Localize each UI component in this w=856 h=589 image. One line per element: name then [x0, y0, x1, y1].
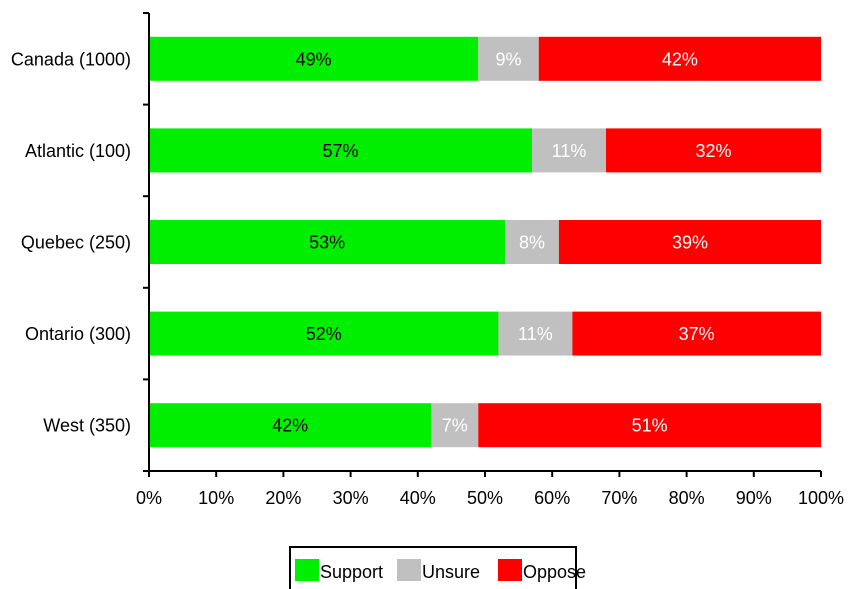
category-label-atlantic-100: Atlantic (100) — [25, 141, 131, 161]
labels-layer: 49% 9% 42% Canada (1000) 57% 11% 32% Atlantic (… — [11, 49, 844, 508]
bar-support-ontario-300 — [149, 311, 499, 356]
data-label-support-quebec-250: 53% — [309, 233, 345, 253]
bar-oppose-ontario-300 — [572, 311, 821, 356]
x-tick-label: 10% — [198, 488, 234, 508]
bar-unsure-canada-1000 — [478, 36, 539, 81]
data-label-oppose-ontario-300: 37% — [679, 324, 715, 344]
x-tick-label: 80% — [669, 488, 705, 508]
data-label-unsure-canada-1000: 9% — [496, 49, 522, 69]
bar-unsure-atlantic-100 — [532, 128, 606, 173]
legend-label-oppose: Oppose — [523, 562, 586, 582]
bar-support-atlantic-100 — [149, 128, 533, 173]
x-tick-label: 60% — [534, 488, 570, 508]
bar-support-west-350 — [149, 403, 432, 448]
x-tick-label: 20% — [265, 488, 301, 508]
x-tick-label: 40% — [400, 488, 436, 508]
x-tick-label: 30% — [333, 488, 369, 508]
bar-unsure-west-350 — [431, 403, 479, 448]
x-tick-label: 90% — [736, 488, 772, 508]
bar-oppose-atlantic-100 — [605, 128, 821, 173]
data-label-oppose-atlantic-100: 32% — [695, 141, 731, 161]
bar-unsure-ontario-300 — [498, 311, 573, 356]
data-label-oppose-quebec-250: 39% — [672, 233, 708, 253]
bar-support-canada-1000 — [149, 36, 479, 81]
data-label-support-west-350: 42% — [272, 416, 308, 436]
data-label-oppose-west-350: 51% — [632, 416, 668, 436]
data-label-unsure-west-350: 7% — [442, 416, 468, 436]
data-label-unsure-ontario-300: 11% — [518, 324, 553, 344]
bar-oppose-west-350 — [478, 403, 821, 448]
bar-support-quebec-250 — [149, 220, 506, 264]
category-label-quebec-250: Quebec (250) — [21, 233, 131, 253]
bar-oppose-quebec-250 — [558, 220, 821, 264]
legend-swatch-support — [295, 559, 319, 581]
legend-label-support: Support — [320, 562, 383, 582]
data-label-unsure-atlantic-100: 11% — [552, 141, 587, 161]
data-label-support-atlantic-100: 57% — [323, 141, 359, 161]
legend: Support Unsure Oppose — [289, 546, 586, 589]
legend-label-unsure: Unsure — [422, 562, 480, 582]
legend-swatch-oppose — [498, 559, 522, 581]
legend-swatch-unsure — [397, 559, 421, 581]
category-label-canada-1000: Canada (1000) — [11, 49, 131, 69]
category-label-west-350: West (350) — [43, 416, 131, 436]
data-label-support-ontario-300: 52% — [306, 324, 342, 344]
x-tick-label: 0% — [136, 488, 162, 508]
x-tick-label: 70% — [601, 488, 637, 508]
legend-frame — [289, 546, 577, 589]
bars-layer — [149, 36, 821, 448]
bar-unsure-quebec-250 — [505, 220, 559, 264]
x-tick-label: 100% — [798, 488, 844, 508]
axes-layer — [143, 12, 822, 477]
data-label-oppose-canada-1000: 42% — [662, 49, 698, 69]
data-label-unsure-quebec-250: 8% — [519, 233, 545, 253]
data-label-support-canada-1000: 49% — [296, 49, 332, 69]
x-tick-label: 50% — [467, 488, 503, 508]
bar-oppose-canada-1000 — [538, 36, 821, 81]
category-label-ontario-300: Ontario (300) — [25, 324, 131, 344]
